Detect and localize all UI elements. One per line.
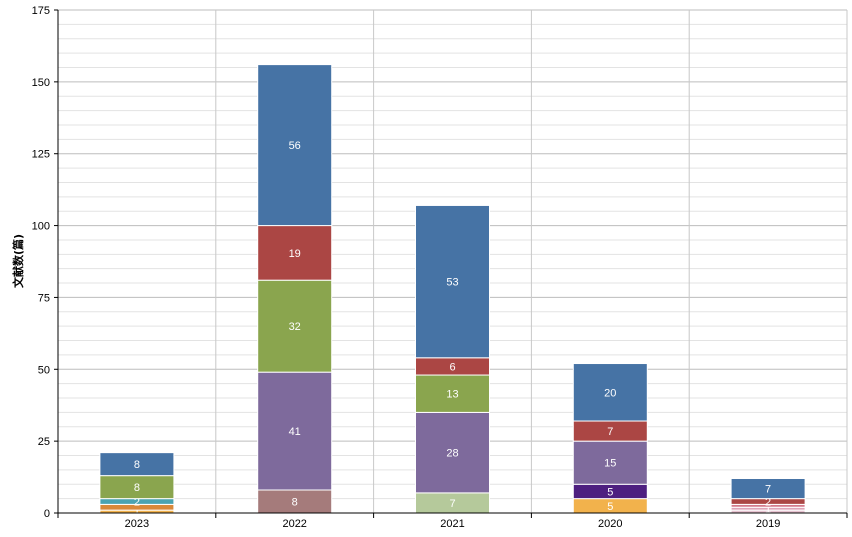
bar-segment <box>257 64 333 227</box>
bars: 1288841321956728136535515720127 <box>99 64 806 519</box>
x-tick-label: 2023 <box>125 518 149 530</box>
bar-segment <box>257 371 333 491</box>
bar-segment <box>415 411 490 494</box>
bar-segment <box>257 279 333 373</box>
data-label: 28 <box>446 448 458 460</box>
x-tick-label: 2019 <box>756 518 780 530</box>
data-label: 5 <box>607 501 613 513</box>
bar-segment <box>415 204 490 359</box>
data-label: 8 <box>292 497 298 509</box>
data-label: 53 <box>446 277 458 289</box>
data-label: 7 <box>607 426 613 438</box>
y-tick-label: 75 <box>38 292 50 304</box>
x-tick-label: 2020 <box>598 518 622 530</box>
y-axis-title: 文献数(篇) <box>11 234 25 288</box>
y-tick-label: 25 <box>38 436 50 448</box>
y-tick-label: 150 <box>32 77 50 89</box>
bar-segment <box>415 374 490 413</box>
bar-segment <box>572 363 648 422</box>
data-label: 8 <box>134 482 140 494</box>
data-label: 20 <box>604 387 616 399</box>
y-tick-label: 0 <box>44 508 50 520</box>
data-label: 56 <box>289 140 301 152</box>
data-label: 6 <box>449 361 455 373</box>
bar-segment <box>572 440 648 485</box>
data-label: 2 <box>134 497 140 509</box>
data-label: 2 <box>765 497 771 509</box>
y-tick-label: 125 <box>32 149 50 161</box>
data-label: 13 <box>446 389 458 401</box>
bar-segment <box>257 225 333 281</box>
bar-segment <box>99 452 175 477</box>
data-label: 7 <box>765 484 771 496</box>
x-tick-label: 2022 <box>282 518 306 530</box>
data-label: 7 <box>449 498 455 510</box>
data-label: 1 <box>765 504 771 516</box>
data-label: 32 <box>289 321 301 333</box>
bar-segment <box>730 478 806 500</box>
data-label: 41 <box>289 426 301 438</box>
y-tick-label: 175 <box>32 5 50 17</box>
x-tick-label: 2021 <box>440 518 464 530</box>
y-tick-label: 50 <box>38 364 50 376</box>
data-label: 15 <box>604 458 616 470</box>
data-label: 19 <box>289 248 301 260</box>
y-tick-label: 100 <box>32 221 50 233</box>
data-label: 8 <box>134 459 140 471</box>
data-label: 5 <box>607 486 613 498</box>
